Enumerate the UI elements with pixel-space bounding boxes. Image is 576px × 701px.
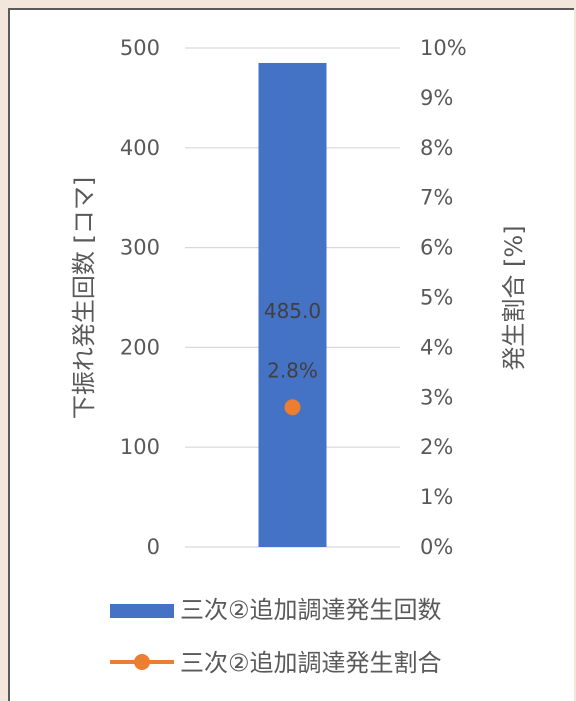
legend-bar-swatch	[110, 604, 174, 618]
y-tick-label: 100	[120, 435, 160, 459]
y2-tick-label: 2%	[420, 435, 453, 459]
line-point	[284, 399, 301, 416]
y2-tick-label: 6%	[420, 236, 453, 260]
y2-tick-label: 7%	[420, 186, 453, 210]
y2-tick-label: 8%	[420, 136, 453, 160]
legend-line-marker	[134, 654, 150, 670]
legend: 三次②追加調達発生回数 三次②追加調達発生割合	[110, 596, 442, 677]
y2-tick-label: 0%	[420, 535, 453, 559]
y-tick-label: 400	[120, 136, 160, 160]
y-tick-label: 0	[147, 535, 160, 559]
y-tick-label: 200	[120, 335, 160, 359]
y2-tick-label: 10%	[420, 36, 467, 60]
data-labels: 485.0 2.8%	[264, 299, 321, 382]
y-axis-title: 下振れ発生回数 [コマ]	[70, 177, 98, 419]
bars	[258, 62, 327, 547]
right-axis-ticks: 0% 1% 2% 3% 4% 5% 6% 7% 8% 9% 10%	[420, 36, 467, 559]
y2-tick-label: 9%	[420, 86, 453, 110]
left-axis-ticks: 0 100 200 300 400 500	[120, 36, 160, 559]
y2-axis-title: 発生割合 [%]	[500, 225, 528, 370]
point-data-label: 2.8%	[267, 358, 318, 382]
y-tick-label: 300	[120, 236, 160, 260]
y2-tick-label: 5%	[420, 286, 453, 310]
line-points	[284, 399, 301, 416]
y2-tick-label: 3%	[420, 385, 453, 409]
y-tick-label: 500	[120, 36, 160, 60]
y2-tick-label: 1%	[420, 485, 453, 509]
bar	[258, 62, 327, 547]
y2-tick-label: 4%	[420, 335, 453, 359]
legend-bar-label: 三次②追加調達発生回数	[180, 596, 442, 624]
legend-line-label: 三次②追加調達発生割合	[180, 649, 442, 677]
bar-data-label: 485.0	[264, 299, 321, 323]
